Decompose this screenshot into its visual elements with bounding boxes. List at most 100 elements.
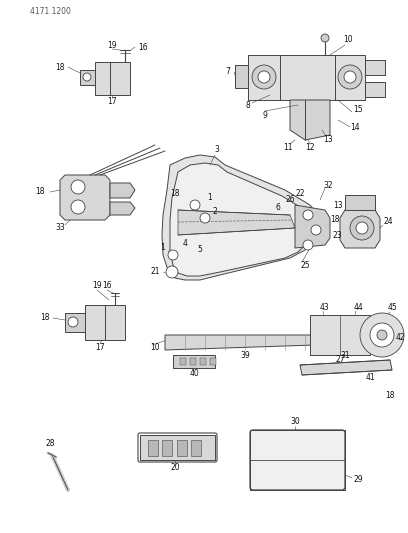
Circle shape [166, 266, 178, 278]
Polygon shape [110, 202, 135, 215]
Text: 12: 12 [305, 143, 315, 152]
Text: 17: 17 [95, 343, 105, 352]
Text: 6: 6 [275, 203, 280, 212]
Polygon shape [178, 210, 295, 235]
Circle shape [311, 225, 321, 235]
Circle shape [71, 180, 85, 194]
Bar [190, 358, 196, 365]
Text: 18: 18 [385, 391, 395, 400]
Text: 30: 30 [290, 417, 300, 426]
Polygon shape [365, 60, 385, 75]
Circle shape [190, 200, 200, 210]
Circle shape [200, 213, 210, 223]
Text: 8: 8 [246, 101, 251, 109]
Polygon shape [295, 205, 330, 248]
Text: 2: 2 [213, 207, 217, 216]
Text: 10: 10 [150, 343, 160, 352]
Polygon shape [250, 430, 345, 490]
Polygon shape [140, 435, 215, 460]
Text: 41: 41 [365, 374, 375, 383]
Circle shape [258, 71, 270, 83]
Bar [177, 440, 187, 456]
Circle shape [168, 250, 178, 260]
Text: 18: 18 [170, 189, 180, 198]
Text: 18: 18 [40, 313, 50, 322]
Circle shape [321, 34, 329, 42]
Text: 23: 23 [332, 230, 342, 239]
Circle shape [350, 216, 374, 240]
Text: 10: 10 [343, 36, 353, 44]
Polygon shape [300, 360, 392, 375]
Text: 22: 22 [295, 189, 305, 198]
Polygon shape [248, 55, 365, 100]
Text: 29: 29 [353, 475, 363, 484]
Bar [200, 358, 206, 365]
Bar [162, 440, 172, 456]
Polygon shape [345, 195, 375, 210]
Text: 18: 18 [330, 215, 340, 224]
Polygon shape [170, 163, 312, 276]
Text: 14: 14 [350, 124, 360, 133]
Polygon shape [290, 100, 330, 140]
Text: 7: 7 [226, 68, 231, 77]
Text: 9: 9 [263, 110, 267, 119]
Circle shape [360, 313, 404, 357]
Text: 45: 45 [387, 303, 397, 312]
Text: 11: 11 [283, 143, 293, 152]
Polygon shape [173, 355, 215, 368]
Circle shape [344, 71, 356, 83]
Polygon shape [365, 82, 385, 97]
Text: 5: 5 [197, 246, 202, 254]
Polygon shape [85, 305, 125, 340]
Text: 25: 25 [300, 261, 310, 270]
Text: 32: 32 [323, 181, 333, 190]
Text: 18: 18 [55, 62, 65, 71]
Text: 24: 24 [383, 217, 393, 227]
Circle shape [83, 73, 91, 81]
Polygon shape [162, 155, 318, 280]
Text: 28: 28 [45, 439, 55, 448]
Text: 27: 27 [335, 356, 345, 365]
Text: 33: 33 [55, 223, 65, 232]
Text: 19: 19 [92, 280, 102, 289]
Text: 13: 13 [333, 200, 343, 209]
Text: 39: 39 [240, 351, 250, 360]
Bar [148, 440, 158, 456]
Circle shape [252, 65, 276, 89]
Bar [180, 358, 186, 365]
Polygon shape [340, 210, 380, 248]
Text: 3: 3 [215, 146, 220, 155]
Text: 44: 44 [353, 303, 363, 312]
Circle shape [303, 240, 313, 250]
Circle shape [71, 200, 85, 214]
Circle shape [338, 65, 362, 89]
Text: 21: 21 [150, 268, 160, 277]
Text: 17: 17 [107, 98, 117, 107]
Bar [191, 440, 201, 456]
Circle shape [370, 323, 394, 347]
Circle shape [68, 317, 78, 327]
Text: 43: 43 [320, 303, 330, 312]
Text: 16: 16 [138, 43, 148, 52]
Text: 4: 4 [182, 238, 187, 247]
Polygon shape [80, 70, 95, 85]
Polygon shape [310, 315, 370, 355]
Circle shape [377, 330, 387, 340]
Text: 19: 19 [107, 41, 117, 50]
Text: 16: 16 [102, 280, 112, 289]
Text: 4171 1200: 4171 1200 [30, 7, 71, 17]
Text: 1: 1 [208, 192, 213, 201]
Text: 31: 31 [340, 351, 350, 360]
Text: 13: 13 [323, 135, 333, 144]
Circle shape [356, 222, 368, 234]
Polygon shape [60, 175, 110, 220]
Polygon shape [65, 313, 85, 332]
Text: 18: 18 [35, 188, 45, 197]
Polygon shape [235, 65, 248, 88]
Text: 26: 26 [285, 196, 295, 205]
Polygon shape [95, 62, 130, 95]
Text: 20: 20 [170, 464, 180, 472]
Circle shape [303, 210, 313, 220]
Text: 1: 1 [161, 244, 165, 253]
Text: 40: 40 [190, 369, 200, 378]
